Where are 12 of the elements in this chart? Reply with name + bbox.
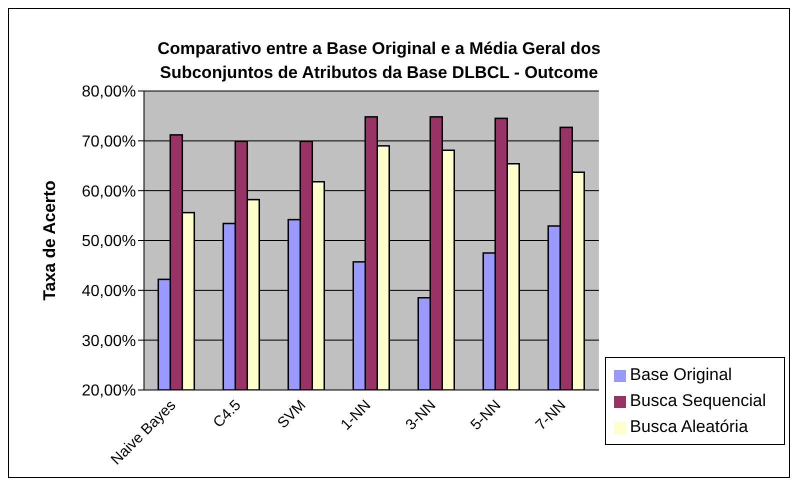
legend-label: Busca Aleatória bbox=[630, 417, 748, 436]
y-tick-label: 70,00% bbox=[82, 134, 136, 151]
y-tick-label: 60,00% bbox=[82, 183, 136, 200]
y-tick-label: 80,00% bbox=[82, 84, 136, 101]
legend-label: Busca Sequencial bbox=[630, 391, 766, 410]
y-axis-title: Taxa de Acerto bbox=[40, 180, 60, 300]
y-tick-label: 50,00% bbox=[82, 233, 136, 250]
y-tick-label: 40,00% bbox=[82, 283, 136, 300]
y-tick-label: 20,00% bbox=[82, 382, 136, 400]
chart-title: Comparativo entre a Base Original e a Média Geral dos Subconjuntos de Atributos da Base DLBCL - Outcome bbox=[156, 38, 602, 84]
y-tick-label: 30,00% bbox=[82, 332, 136, 350]
legend-label: Base Original bbox=[630, 365, 732, 384]
